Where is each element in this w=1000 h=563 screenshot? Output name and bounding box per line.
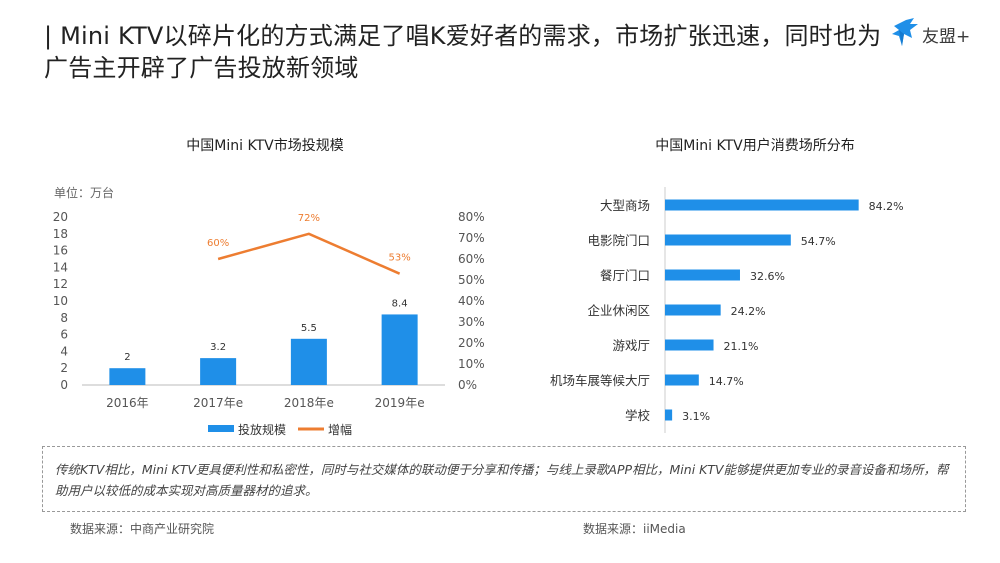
y2-tick-label: 40% (458, 294, 485, 308)
source-right: 数据来源：iiMedia (583, 522, 686, 536)
category-label: 电影院门口 (587, 233, 650, 248)
y-tick-label: 14 (53, 260, 68, 274)
category-label: 大型商场 (600, 198, 650, 213)
y2-tick-label: 50% (458, 273, 485, 287)
bar-data-label: 3.2 (210, 342, 226, 353)
y2-tick-label: 10% (458, 357, 485, 371)
line-data-label: 60% (207, 238, 229, 249)
category-label: 企业休闲区 (587, 303, 650, 318)
y-tick-label: 16 (53, 244, 68, 258)
umeng-logo: 友盟+ (890, 16, 990, 52)
y2-tick-label: 0% (458, 378, 477, 392)
bar-2016年 (109, 368, 146, 385)
x-tick-label: 2017年e (193, 396, 243, 410)
y2-tick-label: 80% (458, 210, 485, 224)
y2-tick-label: 30% (458, 315, 485, 329)
growth-line (217, 232, 401, 275)
y2-tick-label: 60% (458, 252, 485, 266)
hbar-企业休闲区 (665, 304, 721, 316)
x-tick-label: 2019年e (375, 396, 425, 410)
y-tick-label: 6 (60, 328, 68, 342)
right-horizontal-bar-chart: 大型商场 84.2% 电影院门口 54.7% 餐厅门口 32.6% 企业休闲区 24.2% 游戏… (550, 187, 904, 433)
legend-bar-label: 投放规模 (238, 422, 286, 437)
y-tick-label: 4 (60, 344, 68, 358)
legend-line-label: 增幅 (328, 422, 352, 437)
hbar-data-label: 84.2% (869, 200, 904, 213)
category-label: 游戏厅 (612, 338, 650, 353)
hbar-data-label: 24.2% (731, 305, 766, 318)
left-combo-chart: 0 2 4 6 8 10 12 14 16 18 20 0% 10% 20% 30% 40% 50% 60% 70%… (53, 210, 485, 437)
hbar-机场车展等候大厅 (665, 374, 699, 386)
y-tick-label: 8 (60, 311, 68, 325)
line-data-label: 53% (389, 253, 411, 264)
bar-data-label: 8.4 (392, 298, 408, 309)
source-left: 数据来源：中商产业研究院 (70, 522, 215, 536)
hbar-学校 (665, 409, 673, 421)
category-label: 机场车展等候大厅 (550, 373, 650, 388)
hbar-data-label: 54.7% (801, 235, 836, 248)
y-tick-label: 10 (53, 294, 68, 308)
hbar-餐厅门口 (665, 269, 740, 281)
x-tick-label: 2016年 (106, 396, 149, 410)
hbar-data-label: 14.7% (709, 375, 744, 388)
y-tick-label: 20 (53, 210, 68, 224)
y-tick-label: 12 (53, 277, 68, 291)
y-tick-label: 18 (53, 227, 68, 241)
note-box: 传统KTV相比，Mini KTV更具便利性和私密性，同时与社交媒体的联动便于分享… (42, 446, 966, 512)
bar-data-label: 5.5 (301, 323, 317, 334)
hbar-大型商场 (665, 199, 859, 211)
bird-logo-icon (892, 18, 918, 46)
left-chart-unit: 单位：万台 (54, 186, 115, 200)
hbar-data-label: 32.6% (750, 270, 785, 283)
y2-tick-label: 20% (458, 336, 485, 350)
bar-data-label: 2 (124, 352, 130, 363)
hbar-data-label: 3.1% (682, 410, 710, 423)
hbar-游戏厅 (665, 339, 714, 351)
legend-bar-swatch (208, 425, 234, 432)
y-tick-label: 0 (60, 378, 68, 392)
left-chart-title: 中国Mini KTV市场投规模 (186, 138, 344, 154)
bar-2019年e (381, 314, 418, 385)
line-data-label: 72% (298, 213, 320, 224)
hbar-data-label: 21.1% (724, 340, 759, 353)
y2-tick-label: 70% (458, 231, 485, 245)
page-title: | Mini KTV以碎片化的方式满足了唱K爱好者的需求，市场扩张迅速，同时也为… (44, 22, 882, 82)
logo-text: 友盟+ (922, 27, 971, 47)
bar-2017年e (200, 358, 237, 385)
note-text: 传统KTV相比，Mini KTV更具便利性和私密性，同时与社交媒体的联动便于分享… (55, 462, 949, 498)
bar-2018年e (290, 338, 327, 385)
hbar-电影院门口 (665, 234, 791, 246)
category-label: 学校 (625, 408, 651, 423)
category-label: 餐厅门口 (600, 268, 650, 283)
right-chart-title: 中国Mini KTV用户消费场所分布 (655, 138, 855, 154)
x-tick-label: 2018年e (284, 396, 334, 410)
y-tick-label: 2 (60, 361, 68, 375)
